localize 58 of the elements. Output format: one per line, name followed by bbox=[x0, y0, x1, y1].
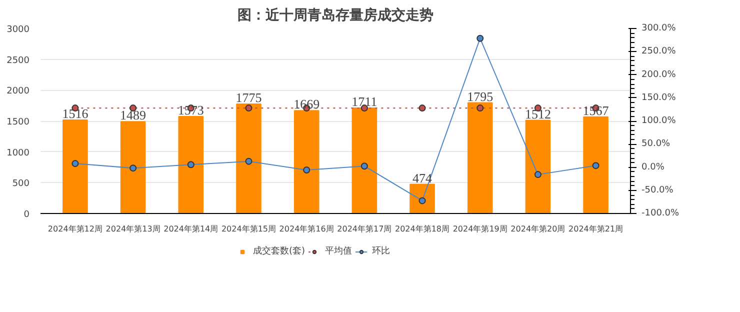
x-tick-label: 2024年第18周 bbox=[394, 224, 450, 234]
y2-tick-label: 100.0% bbox=[642, 116, 676, 126]
data-label: 1669 bbox=[294, 96, 320, 112]
bar bbox=[467, 102, 493, 214]
data-label: 1795 bbox=[467, 88, 494, 104]
x-tick-label: 2024年第14周 bbox=[164, 224, 218, 234]
y-tick-label: 0 bbox=[24, 210, 30, 220]
chart-title: 图：近十周青岛存量房成交走势 bbox=[238, 6, 434, 24]
data-label: 1573 bbox=[178, 102, 204, 118]
legend-label: 平均值 bbox=[325, 245, 352, 258]
x-tick-label: 2024年第17周 bbox=[337, 224, 392, 234]
data-label: 1775 bbox=[236, 90, 262, 106]
x-tick-label: 2024年第19周 bbox=[452, 224, 508, 234]
data-label: 1489 bbox=[120, 108, 146, 123]
y-tick-label: 500 bbox=[12, 179, 30, 190]
bar bbox=[178, 116, 204, 214]
point bbox=[476, 34, 484, 42]
legend-label: 成交套数(套) bbox=[252, 245, 306, 258]
x-tick-label: 2024年第15周 bbox=[221, 224, 276, 234]
y2-tick-label: 200.0% bbox=[642, 70, 676, 80]
bar bbox=[236, 104, 262, 214]
y2-tick-label: -100.0% bbox=[642, 208, 680, 218]
point bbox=[245, 158, 252, 165]
bar bbox=[62, 120, 88, 214]
y2-tick-label: 150.0% bbox=[642, 92, 676, 103]
point bbox=[187, 161, 194, 168]
bar bbox=[583, 116, 608, 214]
point bbox=[360, 162, 368, 170]
x-tick-label: 2024年第12周 bbox=[48, 224, 102, 234]
point bbox=[72, 160, 79, 168]
y2-tick-label: -50.0% bbox=[642, 185, 674, 196]
data-label: 1567 bbox=[582, 102, 610, 118]
data-label: 1512 bbox=[524, 106, 551, 122]
bar bbox=[525, 120, 551, 214]
y-tick-label: 2000 bbox=[6, 86, 30, 97]
point bbox=[303, 166, 310, 174]
point bbox=[592, 162, 600, 170]
bar bbox=[410, 184, 435, 214]
bar bbox=[352, 107, 378, 214]
y2-tick-label: 0.0% bbox=[642, 162, 665, 172]
y2-tick-label: 300.0% bbox=[642, 24, 676, 34]
legend-label: 环比 bbox=[372, 245, 392, 258]
point bbox=[534, 171, 542, 178]
x-tick-label: 2024年第21周 bbox=[568, 224, 624, 234]
y-tick-label: 2500 bbox=[6, 56, 30, 66]
bar bbox=[294, 110, 320, 214]
y-tick-label: 3000 bbox=[6, 25, 30, 35]
y2-tick-label: 250.0% bbox=[642, 46, 676, 57]
data-label: 1711 bbox=[352, 94, 378, 109]
data-label: 1516 bbox=[62, 106, 89, 122]
bar bbox=[120, 121, 146, 214]
y2-tick-label: 50.0% bbox=[642, 139, 671, 150]
y-tick-label: 1500 bbox=[6, 118, 30, 128]
x-tick-label: 2024年第16周 bbox=[279, 224, 334, 234]
y-tick-label: 1000 bbox=[6, 148, 30, 158]
x-tick-label: 2024年第13周 bbox=[106, 224, 160, 234]
x-tick-label: 2024年第20周 bbox=[510, 224, 566, 234]
point bbox=[130, 164, 137, 172]
